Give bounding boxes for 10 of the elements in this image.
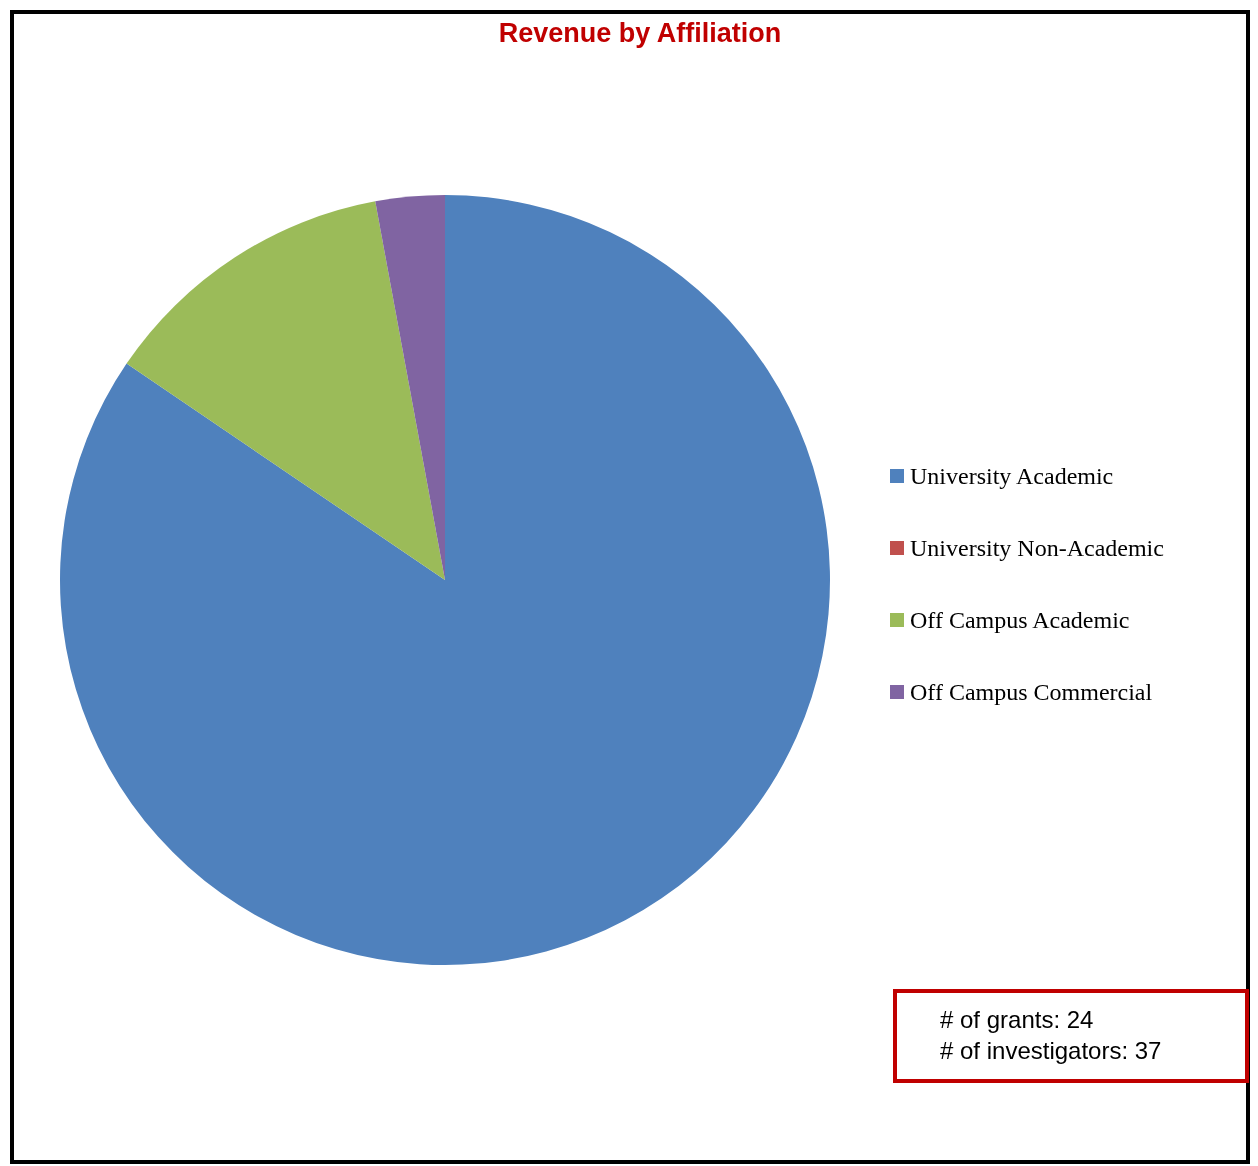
legend-label: Off Campus Academic xyxy=(910,607,1130,633)
text: # of investigators: 37 xyxy=(940,1037,1162,1064)
pie-slice xyxy=(126,201,445,580)
text: # of grants: 24 xyxy=(940,1006,1094,1033)
pie-slice xyxy=(375,195,445,580)
legend-label: Off Campus Commercial xyxy=(910,679,1153,705)
chart-title: Revenue by Affiliation xyxy=(498,18,782,48)
legend-label: University Academic xyxy=(910,463,1114,489)
pie-slice xyxy=(60,195,830,965)
legend-label: University Non-Academic xyxy=(910,535,1164,561)
